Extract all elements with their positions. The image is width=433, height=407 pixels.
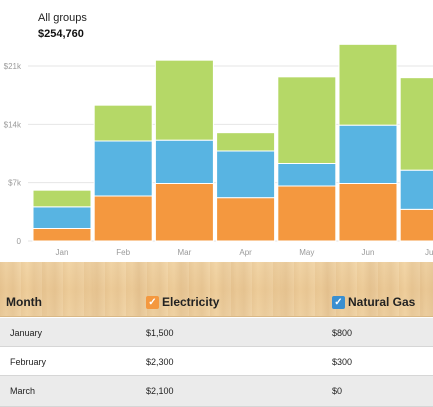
checkbox-checked-icon[interactable]: ✓ xyxy=(332,296,345,309)
bar-segment-jun-1[interactable] xyxy=(338,124,398,184)
bar-segment-jan-1[interactable] xyxy=(32,206,92,229)
cell-month: February xyxy=(10,357,47,367)
table-header-bar xyxy=(0,262,433,317)
bar-segment-mar-1[interactable] xyxy=(154,139,214,185)
bar-segment-feb-2[interactable] xyxy=(93,104,153,142)
table-row[interactable]: February $2,300 $300 xyxy=(0,347,433,376)
bar-segment-ju-0[interactable] xyxy=(399,208,433,242)
cell-month: March xyxy=(10,386,36,396)
cell-electricity: $2,300 xyxy=(146,357,174,367)
x-tick-label: May xyxy=(299,248,314,257)
cell-electricity: $2,100 xyxy=(146,386,174,396)
table-row[interactable]: March $2,100 $0 xyxy=(0,376,433,407)
bar-segment-may-0[interactable] xyxy=(277,185,337,242)
bar-segment-apr-1[interactable] xyxy=(216,150,276,199)
x-tick-label: Mar xyxy=(178,248,192,257)
cell-electricity: $1,500 xyxy=(146,328,174,338)
bar-segment-jan-2[interactable] xyxy=(32,189,92,208)
x-tick-label: Feb xyxy=(116,248,130,257)
header-natural-gas-label: Natural Gas xyxy=(348,295,416,309)
bar-segment-ju-2[interactable] xyxy=(399,77,433,171)
y-tick-label: 0 xyxy=(17,237,22,246)
cell-month: January xyxy=(10,328,43,338)
x-tick-label: Jun xyxy=(362,248,375,257)
bar-segment-mar-2[interactable] xyxy=(154,59,214,141)
bar-segment-jan-0[interactable] xyxy=(32,228,92,242)
bar-segment-ju-1[interactable] xyxy=(399,169,433,210)
y-tick-label: $14k xyxy=(4,120,22,129)
bar-segment-jun-2[interactable] xyxy=(338,43,398,126)
header-electricity[interactable]: ✓ Electricity xyxy=(146,295,219,309)
bar-segment-apr-0[interactable] xyxy=(216,197,276,242)
table-row[interactable]: January $1,500 $800 xyxy=(0,318,433,347)
bar-segment-mar-0[interactable] xyxy=(154,183,214,242)
bar-segment-feb-1[interactable] xyxy=(93,140,153,197)
checkbox-checked-icon[interactable]: ✓ xyxy=(146,296,159,309)
x-tick-label: Apr xyxy=(239,248,252,257)
header-electricity-label: Electricity xyxy=(162,295,220,309)
header-natural-gas[interactable]: ✓ Natural Gas xyxy=(332,295,415,309)
header-month[interactable]: Month xyxy=(6,295,42,309)
chart-panel: 0 $7k $14k $21k Jan Feb Mar Apr May Jun Ju All gro… xyxy=(3,12,433,257)
bar-segment-feb-0[interactable] xyxy=(93,195,153,242)
cell-natural-gas: $800 xyxy=(332,328,353,338)
chart-total: $254,760 xyxy=(38,28,84,40)
x-tick-label: Jan xyxy=(56,248,69,257)
stacked-bar-chart: 0 $7k $14k $21k Jan Feb Mar Apr May Jun Ju xyxy=(4,43,433,257)
bar-segment-may-2[interactable] xyxy=(277,76,337,164)
bar-segment-may-1[interactable] xyxy=(277,163,337,187)
y-tick-label: $21k xyxy=(4,62,22,71)
cell-natural-gas: $0 xyxy=(332,386,343,396)
bar-segment-apr-2[interactable] xyxy=(216,132,276,152)
y-tick-label: $7k xyxy=(8,179,22,188)
chart-title: All groups xyxy=(38,12,87,24)
bar-segment-jun-0[interactable] xyxy=(338,183,398,242)
cell-natural-gas: $300 xyxy=(332,357,353,367)
x-tick-label: Ju xyxy=(425,248,433,257)
